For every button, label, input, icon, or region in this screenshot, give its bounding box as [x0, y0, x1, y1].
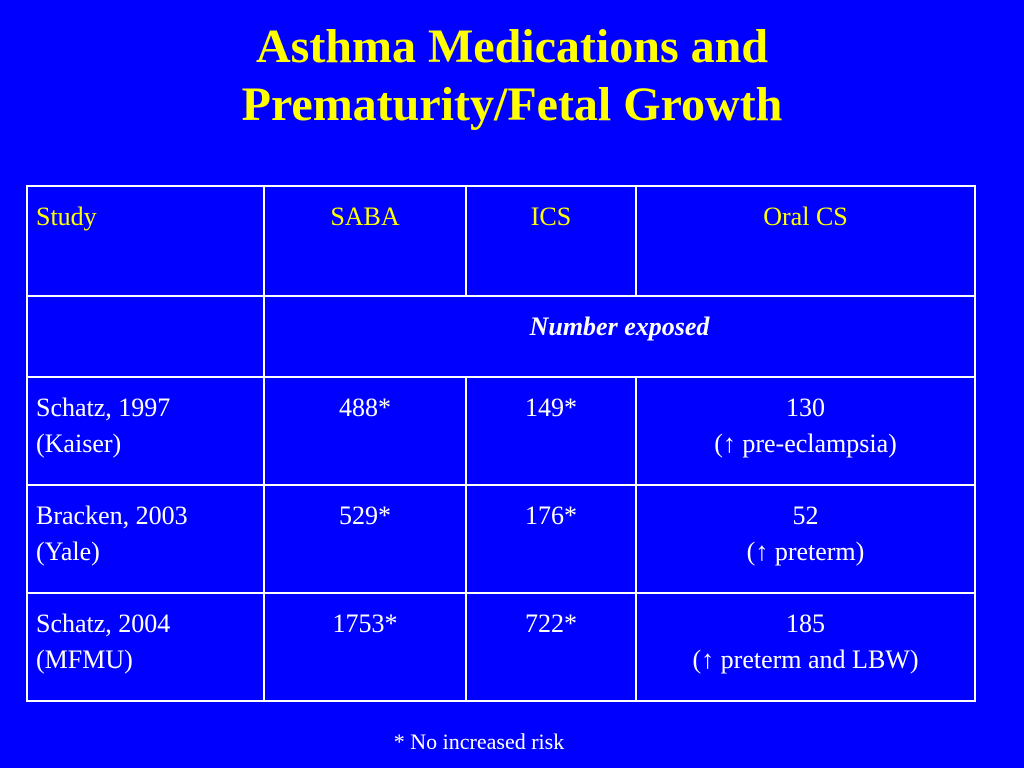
oral-cs-count: 185 [786, 609, 825, 638]
study-name: Bracken, 2003 [36, 501, 188, 530]
oral-cs-count: 130 [786, 393, 825, 422]
study-cell: Schatz, 1997 (Kaiser) [26, 376, 265, 486]
oral-cs-cell: 185 (↑ preterm and LBW) [635, 592, 976, 702]
saba-cell: 529* [263, 484, 467, 594]
subheader-empty-cell [26, 295, 265, 378]
oral-cs-note: (↑ preterm and LBW) [692, 645, 919, 674]
oral-cs-count: 52 [792, 501, 819, 530]
study-source: (MFMU) [36, 645, 133, 674]
saba-cell: 1753* [263, 592, 467, 702]
table-row: Schatz, 1997 (Kaiser) 488* 149* 130 (↑ p… [26, 376, 976, 486]
number-exposed-label: Number exposed [529, 312, 710, 341]
study-cell: Schatz, 2004 (MFMU) [26, 592, 265, 702]
table-row: Bracken, 2003 (Yale) 529* 176* 52 (↑ pre… [26, 484, 976, 594]
study-name: Schatz, 1997 [36, 393, 171, 422]
slide-title: Asthma Medications and Prematurity/Fetal… [0, 18, 1024, 134]
slide-title-line-1: Asthma Medications and [255, 20, 769, 73]
oral-cs-note: (↑ pre-eclampsia) [714, 429, 897, 458]
subheader-cell: Number exposed [263, 295, 976, 378]
footnote: * No increased risk [393, 729, 565, 754]
table-header-row: Study SABA ICS Oral CS [26, 185, 976, 297]
header-ics: ICS [465, 185, 637, 297]
slide-title-line-2: Prematurity/Fetal Growth [241, 78, 783, 131]
ics-cell: 149* [465, 376, 637, 486]
study-cell: Bracken, 2003 (Yale) [26, 484, 265, 594]
header-study: Study [26, 185, 265, 297]
medication-table: Study SABA ICS Oral CS Number exposed Sc… [26, 185, 976, 702]
header-oral-cs: Oral CS [635, 185, 976, 297]
table-row: Schatz, 2004 (MFMU) 1753* 722* 185 (↑ pr… [26, 592, 976, 702]
study-name: Schatz, 2004 [36, 609, 171, 638]
oral-cs-cell: 52 (↑ preterm) [635, 484, 976, 594]
header-saba: SABA [263, 185, 467, 297]
study-source: (Kaiser) [36, 429, 122, 458]
oral-cs-note: (↑ preterm) [746, 537, 865, 566]
saba-cell: 488* [263, 376, 467, 486]
oral-cs-cell: 130 (↑ pre-eclampsia) [635, 376, 976, 486]
study-source: (Yale) [36, 537, 100, 566]
ics-cell: 176* [465, 484, 637, 594]
ics-cell: 722* [465, 592, 637, 702]
table-subheader-row: Number exposed [26, 295, 976, 378]
